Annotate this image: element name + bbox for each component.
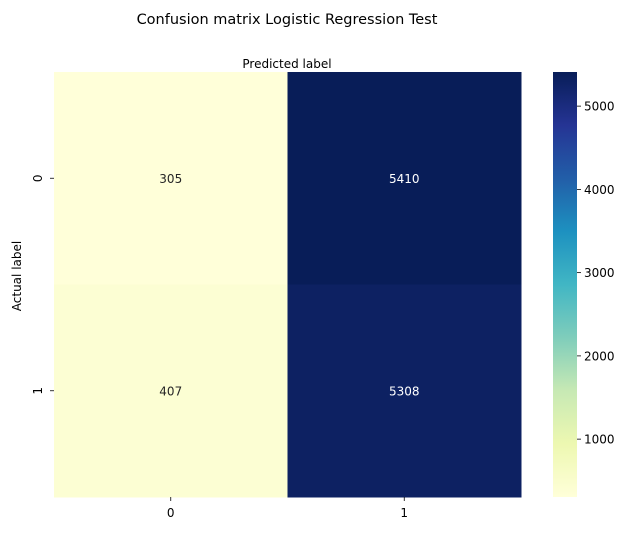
- x-tick-label: 0: [167, 506, 175, 520]
- colorbar-ticks: 1000 2000 3000 4000 5000: [577, 100, 615, 447]
- cell-value-label: 305: [159, 172, 182, 186]
- y-tick-label: 0: [31, 174, 45, 182]
- colorbar: 1000 2000 3000 4000 5000: [553, 72, 615, 497]
- y-tick-label: 1: [31, 387, 45, 395]
- heatmap-cell: [287, 284, 522, 498]
- cell-annotations: 305 5410 407 5308: [159, 172, 419, 399]
- x-tick-label: 1: [400, 506, 408, 520]
- y-axis-label: Actual label: [10, 241, 24, 311]
- colorbar-tick-label: 2000: [584, 349, 615, 363]
- heatmap-cells: [54, 72, 522, 498]
- cell-value-label: 407: [159, 384, 182, 398]
- heatmap-cell: [54, 72, 288, 285]
- x-axis-label: Predicted label: [242, 57, 331, 71]
- y-ticks: 01: [31, 174, 54, 395]
- heatmap-cell: [287, 72, 522, 285]
- heatmap-cell: [54, 284, 288, 498]
- colorbar-gradient: [553, 72, 577, 497]
- cell-value-label: 5308: [389, 384, 420, 398]
- chart-title: Confusion matrix Logistic Regression Tes…: [137, 12, 438, 28]
- colorbar-tick-label: 3000: [584, 266, 615, 280]
- cell-value-label: 5410: [389, 172, 420, 186]
- colorbar-tick-label: 5000: [584, 100, 615, 114]
- colorbar-tick-label: 4000: [584, 183, 615, 197]
- colorbar-tick-label: 1000: [584, 433, 615, 447]
